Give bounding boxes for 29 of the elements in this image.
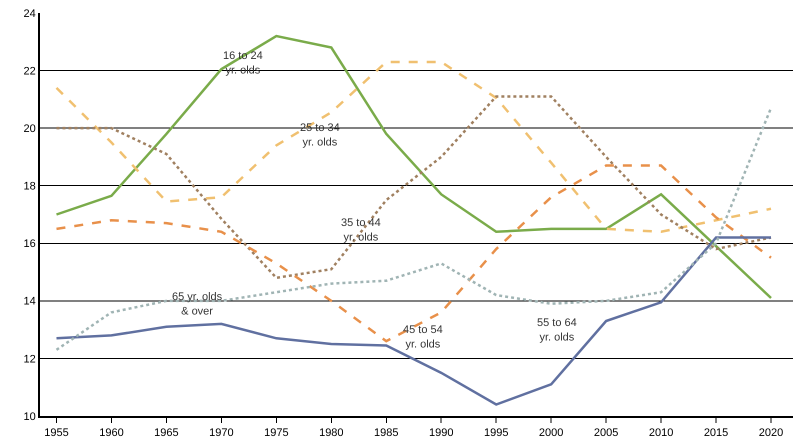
- y-tick-label: 24: [24, 8, 36, 20]
- x-tick-label: 2015: [704, 427, 728, 440]
- y-tick-label: 22: [24, 65, 36, 78]
- series-label: 45 to 54 yr. olds: [403, 324, 443, 350]
- line-series: [55, 95, 772, 280]
- y-tick-label: 10: [24, 410, 36, 423]
- x-tick-label: 2000: [538, 427, 564, 440]
- y-tick-label: 16: [24, 238, 36, 250]
- x-tick-label: 1985: [374, 427, 399, 440]
- y-tick-label: 12: [24, 353, 36, 366]
- x-tick-label: 2005: [594, 427, 618, 440]
- x-tick-label: 1955: [44, 427, 69, 440]
- y-tick-label: 20: [24, 122, 36, 135]
- line-series: [55, 106, 772, 352]
- x-tick-label: 2020: [758, 427, 784, 440]
- x-tick-label: 2010: [648, 427, 674, 440]
- series-label: 35 to 44 yr. olds: [341, 217, 381, 244]
- series-label: 55 to 64 yr. olds: [537, 317, 577, 344]
- x-tick-label: 1975: [264, 427, 289, 440]
- y-tick-label: 14: [24, 296, 36, 308]
- x-tick-label: 1990: [428, 427, 454, 440]
- x-tick-label: 1960: [99, 427, 124, 440]
- line-series: [55, 60, 772, 234]
- x-tick-label: 1965: [154, 427, 179, 440]
- x-tick-label: 1995: [484, 427, 508, 440]
- series-label: 65 yr. olds & over: [172, 291, 223, 318]
- y-tick-label: 18: [24, 180, 36, 193]
- x-tick-label: 1980: [319, 427, 344, 440]
- x-tick-label: 1970: [209, 427, 234, 440]
